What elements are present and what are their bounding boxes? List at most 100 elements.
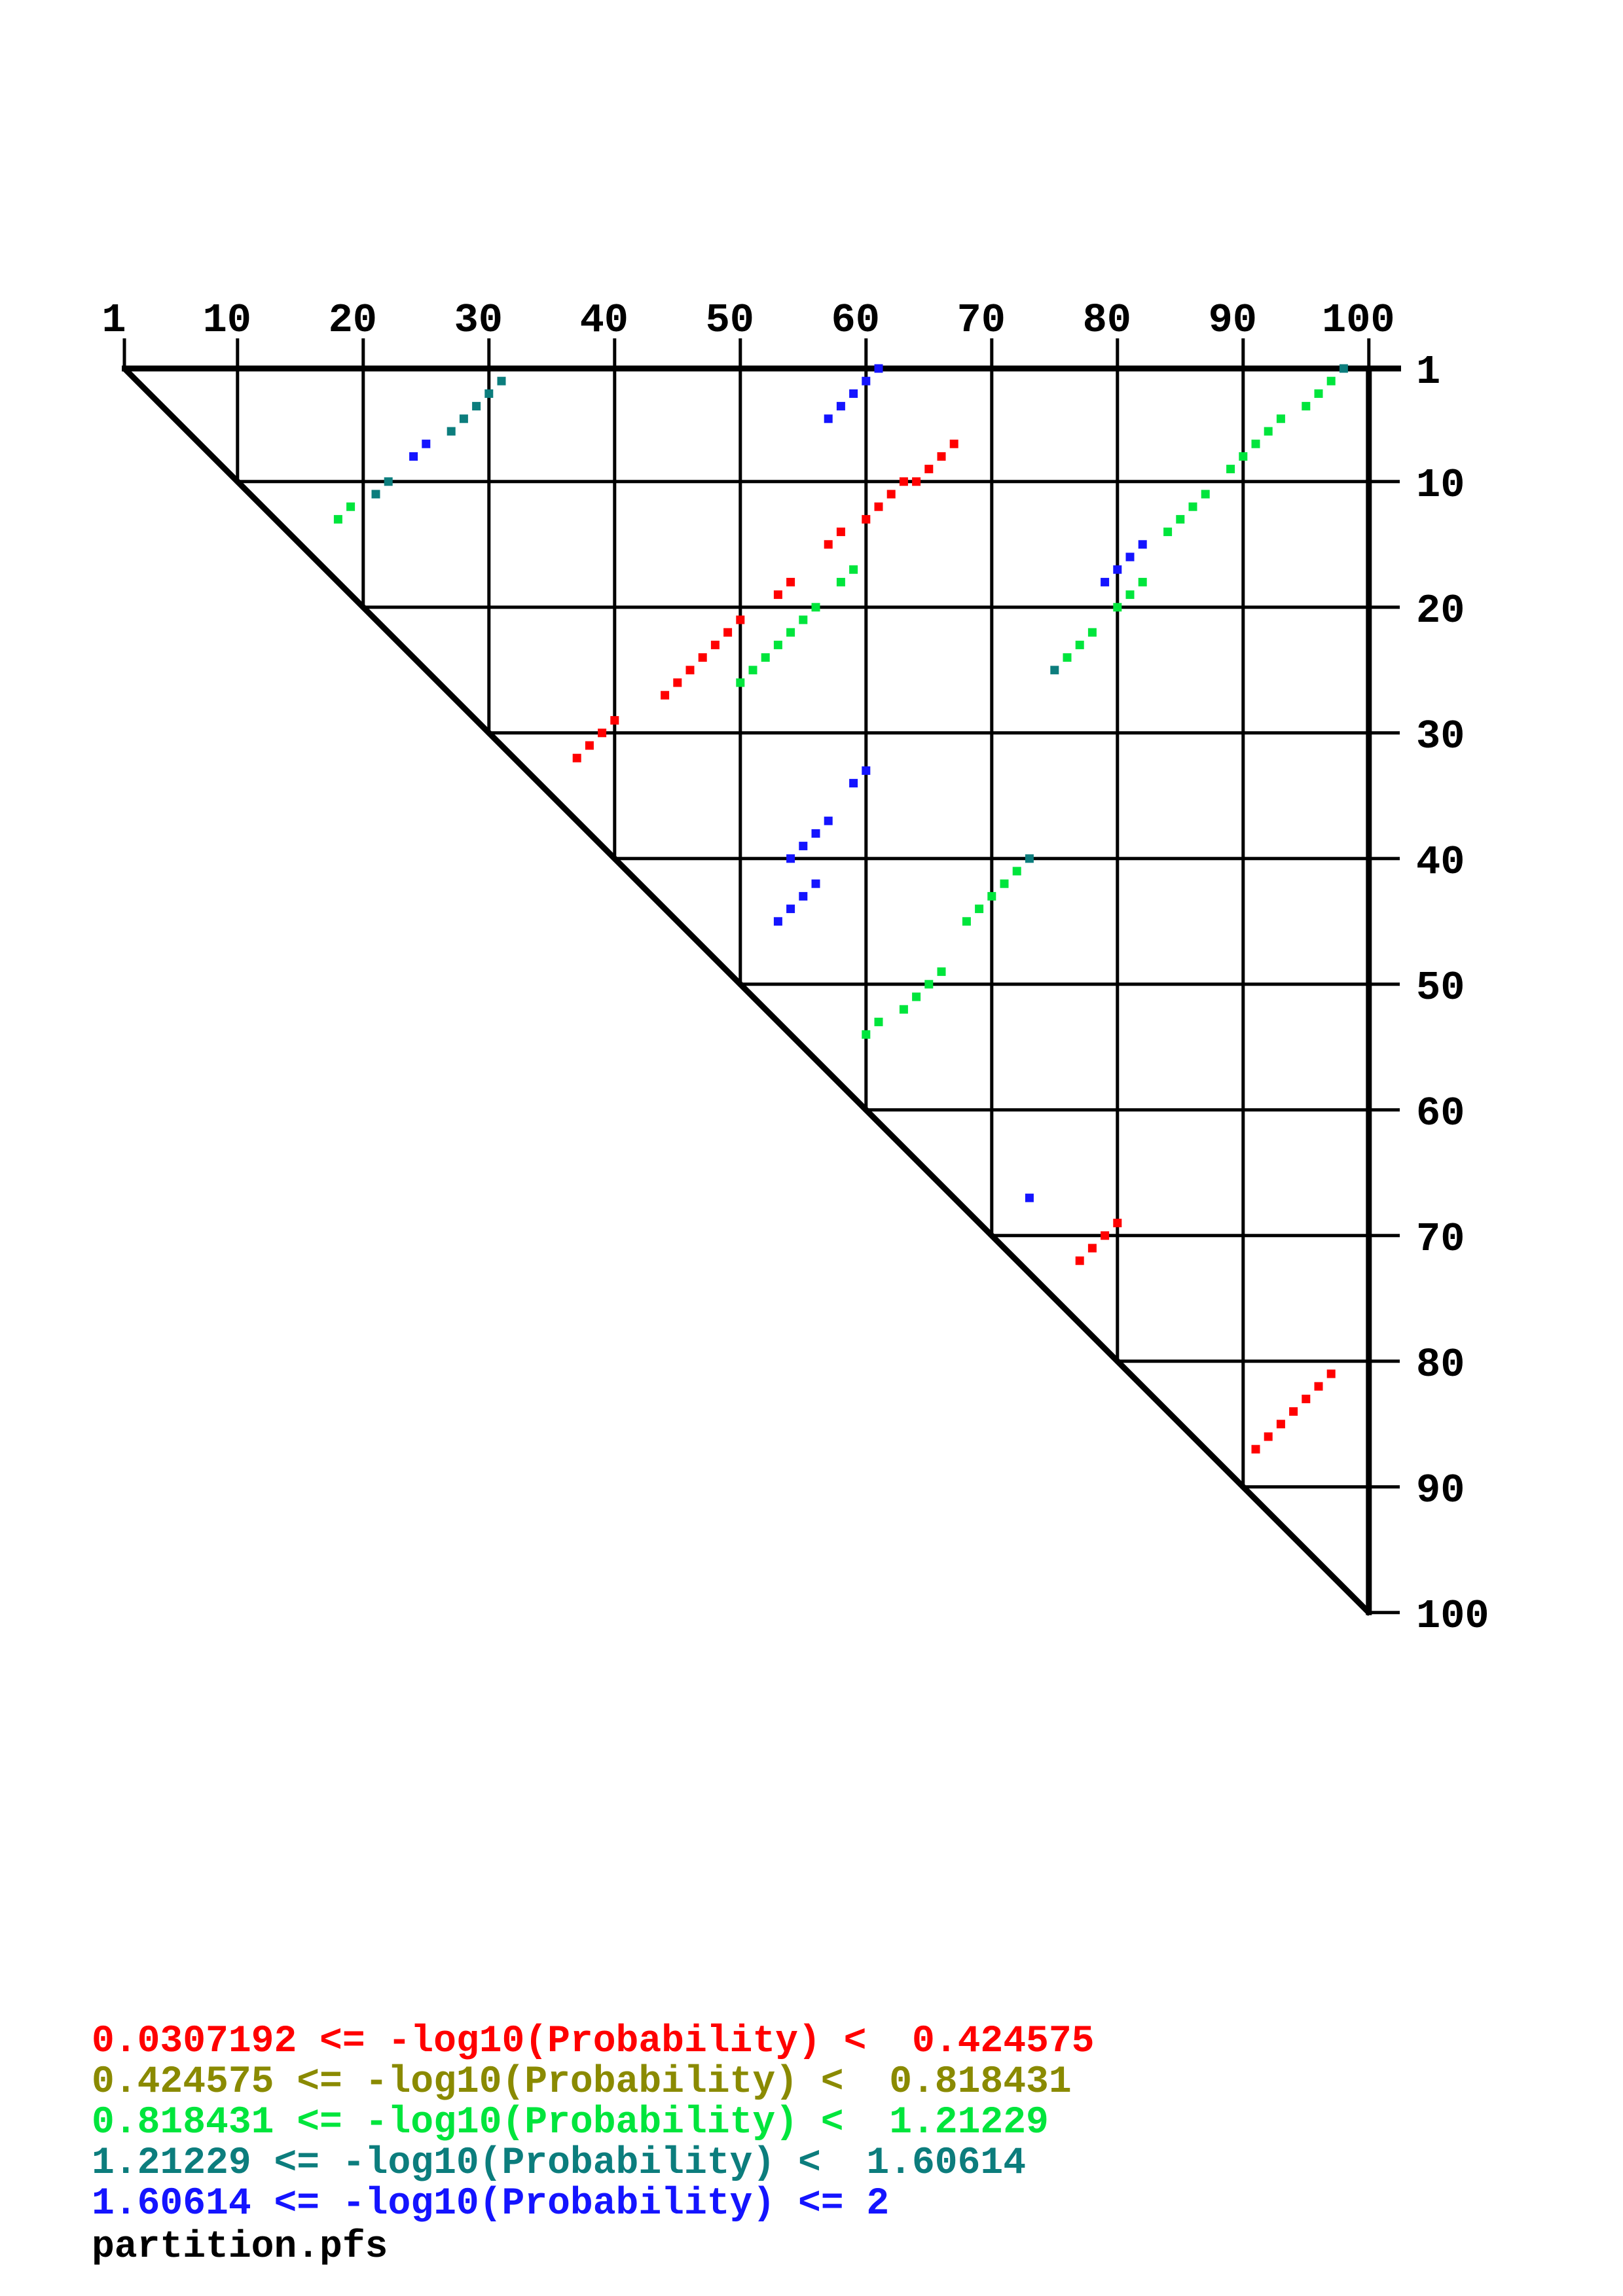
probability-dot — [862, 514, 871, 524]
probability-dot — [912, 992, 921, 1001]
probability-dot — [1113, 565, 1122, 574]
probability-dot — [912, 477, 921, 486]
probability-dot — [346, 502, 356, 511]
y-axis-label: 10 — [1416, 462, 1465, 509]
probability-dot — [1326, 376, 1336, 386]
probability-dot — [773, 590, 782, 600]
probability-dot — [1075, 1256, 1084, 1265]
x-axis-label: 1 — [101, 297, 126, 344]
probability-dot — [786, 628, 795, 637]
x-axis-label: 90 — [1209, 297, 1257, 344]
probability-dot — [698, 653, 707, 662]
probability-dot — [937, 967, 946, 977]
probability-dot — [811, 603, 820, 612]
probability-dot — [761, 653, 770, 662]
probability-dot — [862, 766, 871, 775]
probability-dot — [610, 716, 619, 725]
x-axis-label: 80 — [1083, 297, 1131, 344]
probability-dot — [773, 917, 782, 926]
probability-dot — [459, 414, 468, 423]
probability-dot — [661, 691, 670, 700]
y-axis-label: 80 — [1416, 1342, 1465, 1388]
legend-entry-teal: 1.21229 <= -log10(Probability) < 1.60614 — [92, 2142, 1027, 2185]
probability-dot — [585, 741, 594, 750]
probability-dot — [899, 477, 908, 486]
probability-dot — [748, 666, 757, 675]
probability-dot — [1302, 1394, 1311, 1403]
probability-dot — [799, 615, 808, 624]
probability-dot — [836, 577, 845, 586]
probability-dot — [736, 615, 745, 624]
probability-dot — [1302, 402, 1311, 411]
probability-dot — [723, 628, 733, 637]
x-axis-label: 10 — [203, 297, 251, 344]
y-axis-label: 1 — [1416, 349, 1440, 395]
probability-dot — [937, 452, 946, 461]
probability-dot — [849, 779, 858, 788]
file-label: partition.pfs — [92, 2226, 388, 2269]
probability-dot — [824, 414, 833, 423]
probability-dot — [1138, 540, 1147, 549]
x-axis-label: 20 — [329, 297, 377, 344]
probability-dot — [811, 829, 820, 838]
legend-entry-red: 0.0307192 <= -log10(Probability) < 0.424… — [92, 2020, 1095, 2063]
probability-dot — [786, 905, 795, 914]
probability-dot — [1276, 414, 1285, 423]
probability-dot — [333, 514, 342, 524]
probability-dot — [1125, 590, 1135, 600]
x-axis-label: 50 — [706, 297, 754, 344]
probability-dot — [371, 490, 380, 499]
probability-dot — [773, 640, 782, 649]
probability-dot — [874, 364, 883, 373]
probability-dot — [1000, 879, 1009, 888]
probability-dot — [1201, 490, 1210, 499]
probability-dot — [384, 477, 393, 486]
probability-dot — [1125, 552, 1135, 562]
probability-dot — [874, 502, 883, 511]
probability-dot — [962, 917, 971, 926]
probability-dot — [874, 1017, 883, 1026]
probability-dot — [472, 402, 481, 411]
x-axis-label: 100 — [1322, 297, 1395, 344]
probability-dot — [1264, 427, 1273, 436]
grid-layer — [122, 338, 1401, 1616]
probability-dot — [1251, 439, 1260, 448]
probability-dot — [710, 640, 720, 649]
probability-dot — [836, 402, 845, 411]
probability-dot — [1276, 1420, 1285, 1429]
probability-dot — [1101, 577, 1110, 586]
tick-label-layer: 1 10 20 30 40 50 60 70 80 90 100110203040506070809… — [101, 297, 1489, 1640]
probability-dot — [598, 728, 607, 738]
probability-dot — [824, 540, 833, 549]
dot-layer — [333, 364, 1348, 1454]
probability-dot — [1113, 1219, 1122, 1228]
probability-dot — [1264, 1432, 1273, 1441]
legend-entry-green: 0.818431 <= -log10(Probability) < 1.2122… — [92, 2102, 1049, 2144]
x-axis-label: 30 — [454, 297, 503, 344]
probability-dot — [1176, 514, 1185, 524]
probability-dot — [799, 891, 808, 901]
x-axis-label: 60 — [831, 297, 880, 344]
probability-dot — [899, 1005, 908, 1014]
probability-dot — [1025, 1193, 1034, 1202]
probability-dot — [1188, 502, 1197, 511]
probability-dot — [886, 490, 896, 499]
y-axis-label: 70 — [1416, 1216, 1465, 1263]
probability-dot — [824, 816, 833, 825]
probability-dot — [673, 678, 682, 687]
probability-dot — [497, 376, 506, 386]
probability-dot — [1314, 1382, 1323, 1391]
probability-dot — [1113, 603, 1122, 612]
probability-dot — [409, 452, 418, 461]
probability-dot — [484, 389, 494, 398]
probability-dot — [799, 842, 808, 851]
probability-dot — [924, 980, 934, 989]
probability-dot — [811, 879, 820, 888]
probability-dot — [685, 666, 695, 675]
probability-dot — [1101, 1231, 1110, 1240]
probability-dot — [1239, 452, 1248, 461]
y-axis-label: 20 — [1416, 588, 1465, 634]
probability-dot — [862, 1030, 871, 1039]
